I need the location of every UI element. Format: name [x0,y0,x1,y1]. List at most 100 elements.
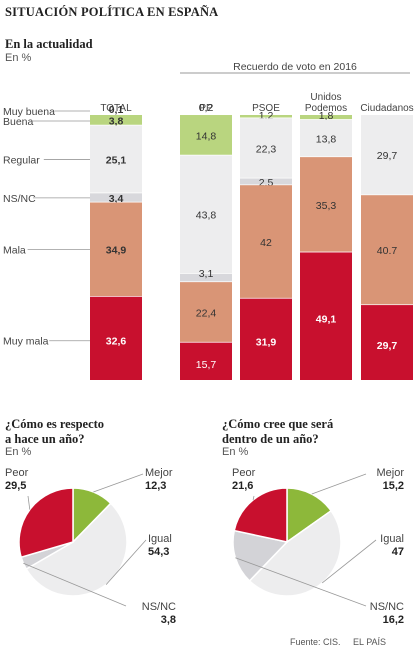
value-label-pp-mala: 22,4 [196,307,217,319]
pie-label-name-peor: Peor [5,467,29,479]
pie1-title-line1: ¿Cómo es respecto [5,417,105,431]
value-label-pp-buena: 14,8 [196,131,217,143]
bar-psoe-muy-mala [240,298,292,380]
bar-chart-title: En la actualidad [5,37,93,51]
legend-label-mala: Mala [3,245,26,257]
value-label-total-muy-mala: 32,6 [106,336,127,348]
bar-pp-muy-buena [180,115,232,116]
legend-label-muy-buena: Muy buena [3,106,55,118]
bar-pp-mala [180,282,232,343]
pie-label-value-mejor: 15,2 [383,480,404,492]
bar-psoe-regular [240,118,292,179]
pie-leader-ns-nc [235,557,367,607]
pie-label-name-mejor: Mejor [376,467,404,479]
brand-text: EL PAÍS [353,637,387,647]
pie-label-name-igual: Igual [380,533,404,545]
value-label-unidos-podemos-muy-mala: 49,1 [316,314,337,326]
category-label-total: TOTAL [100,103,132,114]
bar-psoe-mala [240,185,292,299]
pie2-unit: En % [222,446,249,458]
pie-label-value-ns-nc: 16,2 [383,614,404,626]
pie-label-value-ns-nc: 3,8 [161,614,176,626]
pie-slice-mejor [286,487,333,544]
value-label-unidos-podemos-buena: 1,8 [319,110,334,122]
pie-leader-peor [27,495,31,510]
value-label-total-muy-buena: 0,1 [109,104,124,116]
pie-label-name-peor: Peor [232,467,256,479]
value-label-psoe-muy-mala: 31,9 [256,337,277,349]
value-label-ciudadanos-regular: 29,7 [377,150,398,162]
bar-unidos-podemos-regular [300,119,352,158]
pie-leader-igual [105,539,147,585]
pie-label-name-mejor: Mejor [145,467,173,479]
pie-label-value-peor: 29,5 [5,480,26,492]
main-title: SITUACIÓN POLÍTICA EN ESPAÑA [5,5,219,19]
pie-leader-mejor [93,473,144,493]
pie-leader-ns-nc [23,562,127,607]
bar-total-mala [90,202,142,297]
pie-label-value-peor: 21,6 [232,480,253,492]
pie-label-name-ns-nc: NS/NC [142,601,176,613]
bar-ciudadanos-mala [361,195,413,306]
pie-label-value-mejor: 12,3 [145,480,166,492]
legend-label-buena: Buena [3,116,34,128]
value-label-unidos-podemos-regular: 13,8 [316,133,337,145]
bar-total-muy-mala [90,296,142,380]
pie-label-value-igual: 47 [392,546,404,558]
value-label-pp-regular: 43,8 [196,210,217,222]
bar-pp-regular [180,155,232,274]
value-label-total-mala: 34,9 [106,245,127,257]
bar-psoe-ns-nc [240,178,292,186]
group-bracket-label: Recuerdo de voto en 2016 [233,61,357,73]
bar-chart-unit: En % [5,52,32,64]
pie2-title: ¿Cómo cree que será dentro de un año? [222,417,333,447]
value-label-ciudadanos-mala: 40.7 [377,245,398,257]
category-label-psoe: PSOE [252,103,280,114]
value-label-pp-ns-nc: 3,1 [199,268,214,280]
pie-leader-peor [252,495,255,501]
value-label-psoe-mala: 42 [260,237,272,249]
value-label-unidos-podemos-mala: 35,3 [316,200,337,212]
pie-slice-igual [248,509,342,597]
pie-label-name-ns-nc: NS/NC [370,601,404,613]
value-label-pp-muy-mala: 15,7 [196,359,217,371]
category-label-pp: PP [199,103,213,114]
bar-unidos-podemos-muy-mala [300,252,352,380]
value-label-pp-muy-buena: 0,2 [199,102,214,114]
category-label-ciudadanos: Ciudadanos [360,103,413,114]
pie2-title-line1: ¿Cómo cree que será [222,417,334,431]
category-label-unidos-podemos-line1: Unidos [310,92,341,103]
pie1-title: ¿Cómo es respecto a hace un año? [5,417,104,447]
pie-slice-peor [18,487,74,559]
category-label-unidos-podemos-line2: Podemos [305,103,347,114]
bar-pp-buena [180,115,232,156]
value-label-total-regular: 25,1 [106,154,127,166]
value-label-ciudadanos-muy-mala: 29,7 [377,340,398,352]
pie-leader-mejor [311,473,367,495]
legend-label-muy-mala: Muy mala [3,336,49,348]
pie-leader-igual [321,539,377,584]
legend-label-regular: Regular [3,154,40,166]
value-label-total-buena: 3,8 [109,115,124,127]
bar-pp-ns-nc [180,273,232,283]
pie2-title-line2: dentro de un año? [222,432,319,446]
bar-total-regular [90,125,142,194]
bar-unidos-podemos-mala [300,157,352,253]
bar-unidos-podemos-buena [300,115,352,120]
value-label-total-ns-nc: 3,4 [109,193,124,205]
bar-ciudadanos-muy-mala [361,305,413,380]
bar-psoe-buena [240,115,292,119]
source-text: Fuente: CIS. [290,637,341,647]
pie1-unit: En % [5,446,32,458]
pie-label-value-igual: 54,3 [148,546,169,558]
bar-ciudadanos-regular [361,115,413,196]
bar-total-buena [90,115,142,126]
pie1-title-line2: a hace un año? [5,432,85,446]
legend-label-ns-nc: NS/NC [3,193,36,205]
bar-pp-muy-mala [180,342,232,380]
value-label-psoe-regular: 22,3 [256,143,277,155]
pie-label-name-igual: Igual [148,533,172,545]
